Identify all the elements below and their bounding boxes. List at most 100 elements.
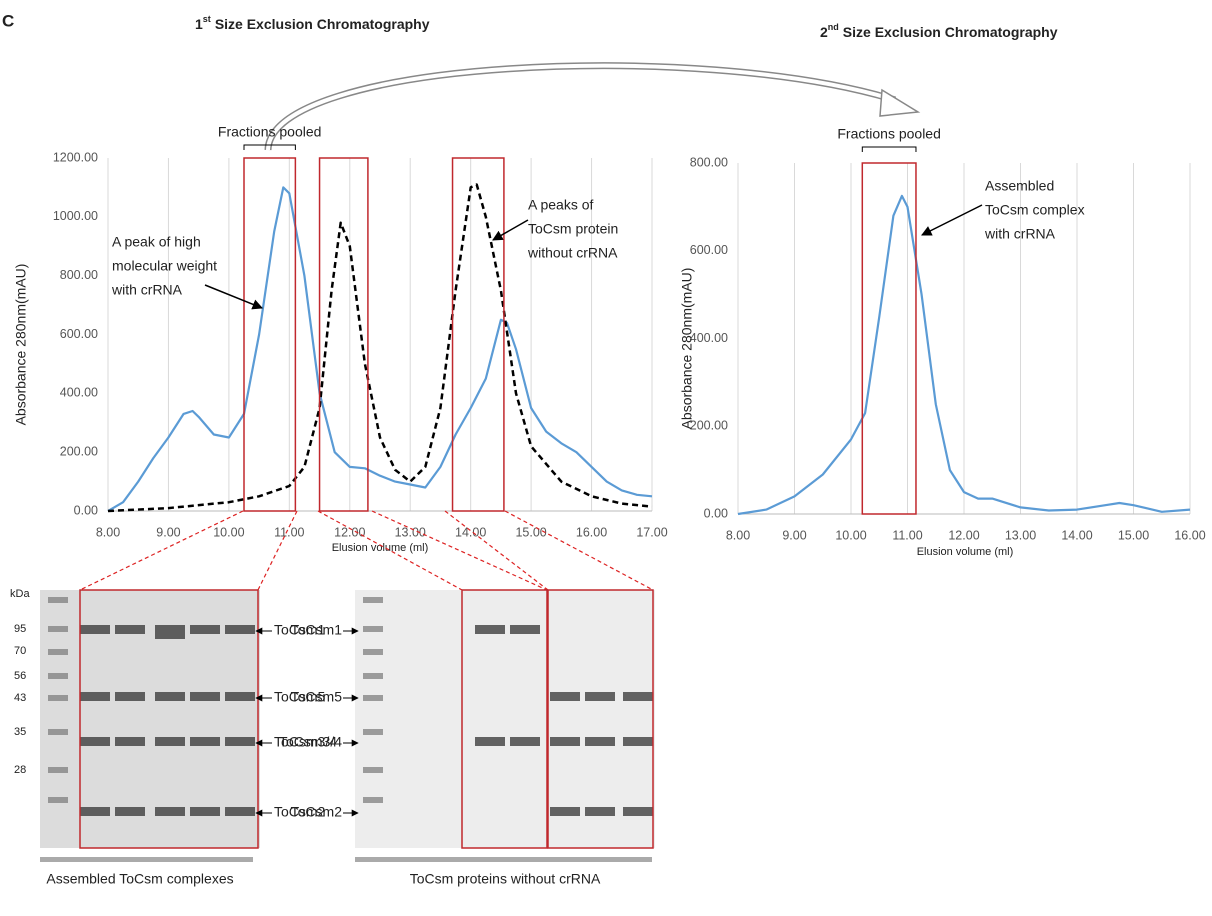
fraction-box: [451, 157, 505, 512]
line-series: [737, 194, 1191, 516]
ladder-band: [48, 695, 68, 701]
pooled-label: Fractions pooled: [218, 124, 322, 140]
annotation: ToCsm complex: [985, 202, 1085, 218]
x-tick-label: 12.00: [334, 525, 365, 539]
transfer-arrow-inner: [266, 63, 896, 151]
marker-label: 43: [14, 692, 26, 704]
pooled-label: Fractions pooled: [837, 126, 941, 142]
connector: [504, 510, 654, 591]
marker-label: 28: [14, 764, 26, 776]
band-label: ToCsm1: [274, 622, 326, 638]
ladder-band: [48, 649, 68, 655]
protein-band: [80, 692, 110, 701]
y-axis-label: Absorbance 280nm(mAU): [13, 264, 29, 426]
y-tick-label: 800.00: [60, 268, 98, 282]
transfer-arrowhead: [879, 88, 921, 117]
x-tick-label: 13.00: [1005, 528, 1036, 542]
annotation: ToCsm protein: [528, 221, 618, 237]
protein-band: [510, 737, 540, 746]
annotation: Assembled: [985, 178, 1054, 194]
y-tick-label: 1000.00: [53, 209, 98, 223]
ladder-band: [48, 729, 68, 735]
protein-band: [155, 692, 185, 701]
protein-band: [623, 807, 653, 816]
fraction-box: [318, 157, 369, 512]
x-tick-label: 10.00: [213, 525, 244, 539]
pooled-bracket: [243, 144, 296, 150]
x-tick-label: 11.00: [892, 528, 922, 542]
protein-band: [115, 737, 145, 746]
gel-caption: ToCsm proteins without crRNA: [410, 871, 601, 887]
ladder-band: [363, 729, 383, 735]
y-axis-label: Absorbance 280nm(mAU): [679, 268, 695, 430]
x-tick-label: 14.00: [455, 525, 486, 539]
band-label: ToCsm3/4: [279, 734, 342, 750]
protein-band: [155, 737, 185, 746]
annotation: molecular weight: [112, 258, 217, 274]
ladder-band: [48, 597, 68, 603]
y-tick-label: 1200.00: [53, 150, 98, 164]
gel: [40, 590, 260, 848]
annotation: with crRNA: [111, 282, 183, 298]
title-sup: st: [203, 14, 211, 24]
ladder-band: [48, 673, 68, 679]
title-text: Size Exclusion Chromatography: [215, 16, 430, 32]
x-tick-label: 15.00: [515, 525, 546, 539]
x-tick-label: 16.00: [576, 525, 607, 539]
x-tick-label: 17.00: [636, 525, 667, 539]
gel-caption: Assembled ToCsm complexes: [46, 871, 233, 887]
y-tick-label: 600.00: [60, 327, 98, 341]
band-label: ToCsm1: [291, 622, 343, 638]
protein-band: [225, 692, 255, 701]
x-tick-label: 10.00: [835, 528, 866, 542]
gel-box: [79, 589, 259, 849]
protein-band: [80, 625, 110, 634]
marker-label: 35: [14, 726, 26, 738]
x-tick-label: 9.00: [782, 528, 806, 542]
x-tick-label: 14.00: [1061, 528, 1092, 542]
protein-band: [475, 737, 505, 746]
x-tick-label: 12.00: [948, 528, 979, 542]
x-tick-label: 9.00: [156, 525, 180, 539]
band-label: ToCsm2: [291, 804, 343, 820]
chart-title: 1st Size Exclusion Chromatography: [195, 14, 430, 31]
ladder-band: [363, 597, 383, 603]
x-axis-label: Elusion volume (ml): [332, 542, 429, 554]
y-tick-label: 800.00: [690, 155, 728, 169]
ladder-band: [48, 626, 68, 632]
marker-label: 56: [14, 670, 26, 682]
band-label: ToCsm2: [274, 804, 326, 820]
title-number: 1: [195, 16, 203, 32]
ladder-band: [363, 649, 383, 655]
title-sup: nd: [828, 22, 839, 32]
protein-band: [585, 737, 615, 746]
pooled-bracket: [861, 146, 917, 152]
connector: [444, 510, 549, 591]
fraction-box: [243, 157, 297, 512]
annotation: A peaks of: [528, 197, 593, 213]
annotation-arrow: [492, 219, 529, 241]
protein-band: [190, 807, 220, 816]
protein-band: [550, 737, 580, 746]
fraction-box: [861, 162, 917, 515]
protein-band: [475, 625, 505, 634]
marker-label: 70: [14, 645, 26, 657]
protein-band: [550, 807, 580, 816]
line-series: [107, 183, 653, 513]
y-tick-label: 0.00: [704, 506, 728, 520]
y-tick-label: 400.00: [60, 386, 98, 400]
protein-band: [510, 625, 540, 634]
gel-bar: [355, 857, 652, 862]
annotation: without crRNA: [527, 245, 618, 261]
connector: [79, 510, 244, 591]
connector: [317, 510, 463, 591]
protein-band: [115, 807, 145, 816]
protein-band: [225, 625, 255, 634]
ladder-band: [363, 695, 383, 701]
protein-band: [115, 692, 145, 701]
connector: [257, 510, 298, 591]
chart-title: 2nd Size Exclusion Chromatography: [820, 22, 1058, 39]
ladder-band: [363, 673, 383, 679]
protein-band: [585, 807, 615, 816]
